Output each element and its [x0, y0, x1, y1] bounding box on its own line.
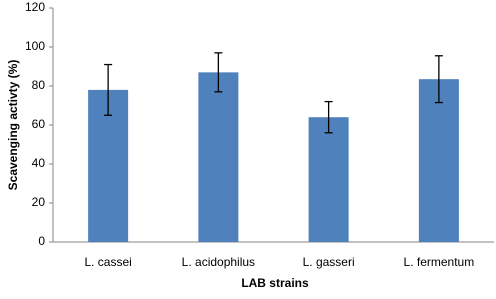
- y-tick-label: 20: [32, 195, 46, 209]
- x-tick-label: L. acidophilus: [182, 255, 255, 269]
- y-tick-label: 120: [25, 0, 45, 14]
- y-tick-label: 0: [38, 234, 45, 248]
- x-axis-title: LAB strains: [241, 276, 309, 290]
- x-tick-label: L. gasseri: [303, 255, 355, 269]
- y-axis-title: Scavenging activty (%): [6, 60, 20, 191]
- y-tick-label: 100: [25, 39, 45, 53]
- x-tick-label: L. cassei: [84, 255, 131, 269]
- error-bar: [104, 63, 113, 116]
- y-tick-label: 60: [32, 117, 46, 131]
- x-tick-label: L. fermentum: [404, 255, 475, 269]
- y-tick-label: 80: [32, 78, 46, 92]
- error-bar: [214, 52, 223, 93]
- bar: [418, 79, 459, 242]
- bar: [308, 117, 349, 242]
- error-bar: [324, 100, 333, 134]
- y-tick-label: 40: [32, 156, 46, 170]
- error-bar: [434, 55, 443, 104]
- bar: [198, 72, 239, 242]
